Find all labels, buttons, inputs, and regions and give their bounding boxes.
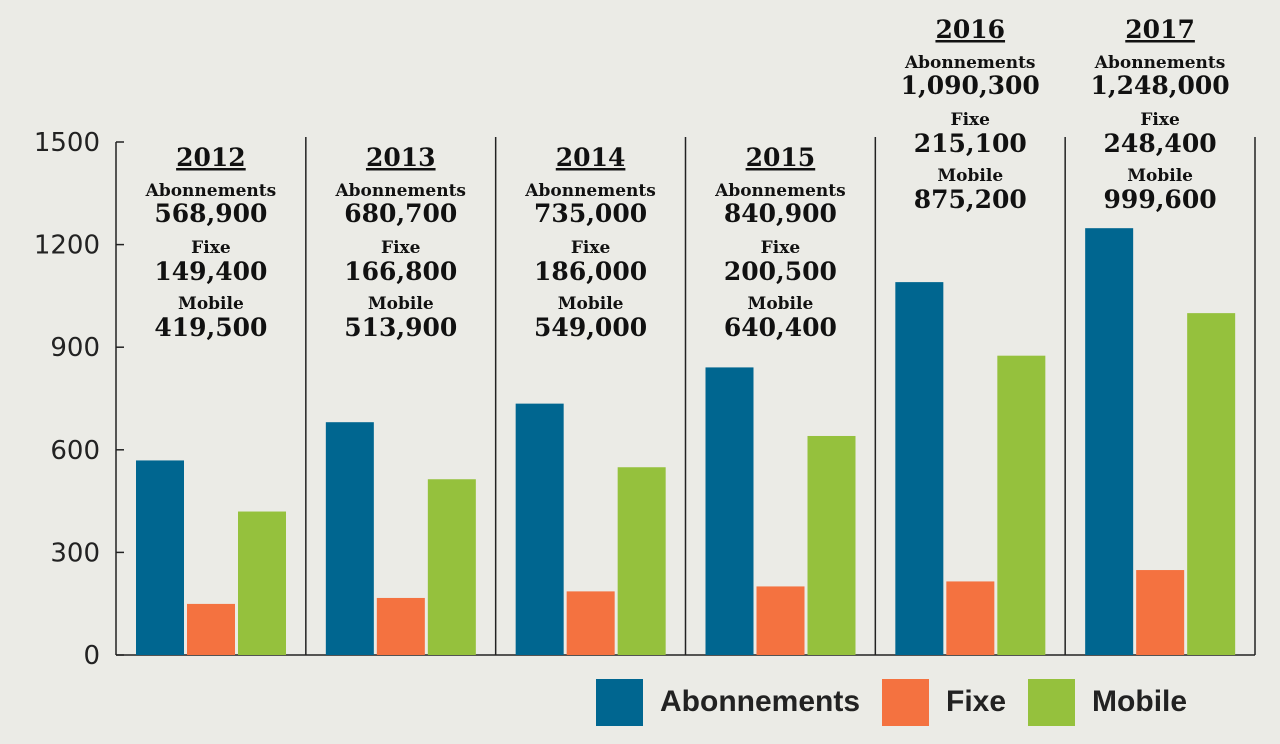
data-label-name: Mobile bbox=[368, 294, 434, 314]
data-label-name: Abonnements bbox=[334, 181, 466, 201]
data-label-name: Fixe bbox=[191, 238, 231, 258]
data-label-name: Abonnements bbox=[145, 181, 277, 201]
data-label-value: 248,400 bbox=[1104, 129, 1217, 158]
data-label-value: 549,000 bbox=[534, 313, 647, 342]
year-label-2013: 2013 bbox=[366, 143, 436, 172]
data-label-value: 513,900 bbox=[344, 313, 457, 342]
bar-mobile-2014 bbox=[617, 467, 666, 655]
data-label-value: 419,500 bbox=[154, 313, 267, 342]
legend-swatch-abonnements bbox=[596, 678, 643, 726]
year-label-2012: 2012 bbox=[176, 143, 246, 172]
data-label-value: 999,600 bbox=[1104, 185, 1217, 214]
data-label-value: 640,400 bbox=[724, 313, 837, 342]
legend-label-fixe: Fixe bbox=[946, 685, 1007, 718]
data-label-value: 840,900 bbox=[724, 199, 837, 228]
data-label-name: Fixe bbox=[951, 110, 991, 130]
legend-item-fixe: Fixe bbox=[882, 678, 1007, 726]
bar-abonnements-2015 bbox=[705, 367, 754, 655]
data-label-value: 1,248,000 bbox=[1090, 71, 1229, 100]
y-tick-label: 300 bbox=[50, 538, 100, 568]
data-label-name: Mobile bbox=[937, 166, 1003, 186]
data-label-value: 166,800 bbox=[344, 257, 457, 286]
y-tick-label: 1200 bbox=[34, 231, 100, 261]
bar-mobile-2015 bbox=[807, 435, 856, 655]
legend: Abonnements Fixe Mobile bbox=[596, 678, 1209, 726]
bar-fixe-2014 bbox=[566, 591, 615, 655]
year-label-2017: 2017 bbox=[1125, 15, 1195, 44]
bar-mobile-2016 bbox=[997, 355, 1046, 655]
y-tick-label: 600 bbox=[50, 436, 100, 466]
bar-fixe-2013 bbox=[376, 597, 425, 655]
data-label-value: 875,200 bbox=[914, 185, 1027, 214]
data-label-value: 735,000 bbox=[534, 199, 647, 228]
bar-abonnements-2014 bbox=[515, 403, 564, 655]
bar-fixe-2012 bbox=[187, 603, 235, 655]
data-label-name: Abonnements bbox=[714, 181, 846, 201]
y-tick-label: 900 bbox=[50, 333, 100, 363]
y-tick-label: 1500 bbox=[34, 128, 100, 158]
bar-abonnements-2017 bbox=[1085, 228, 1134, 655]
legend-label-abonnements: Abonnements bbox=[660, 685, 861, 718]
bar-fixe-2017 bbox=[1136, 570, 1185, 655]
data-label-name: Abonnements bbox=[904, 53, 1036, 73]
data-label-name: Abonnements bbox=[1094, 53, 1226, 73]
legend-item-abonnements: Abonnements bbox=[596, 678, 861, 726]
data-label-name: Fixe bbox=[1140, 110, 1180, 130]
data-label-value: 680,700 bbox=[344, 199, 457, 228]
data-label-name: Mobile bbox=[178, 294, 244, 314]
bar-abonnements-2016 bbox=[895, 282, 944, 655]
bar-mobile-2012 bbox=[238, 511, 286, 655]
data-label-value: 215,100 bbox=[914, 129, 1027, 158]
data-label-value: 186,000 bbox=[534, 257, 647, 286]
data-label-value: 200,500 bbox=[724, 257, 837, 286]
legend-swatch-mobile bbox=[1028, 678, 1076, 726]
bar-abonnements-2013 bbox=[325, 422, 374, 655]
data-label-value: 1,090,300 bbox=[901, 71, 1040, 100]
bar-fixe-2016 bbox=[946, 581, 995, 655]
data-label-name: Mobile bbox=[558, 294, 624, 314]
data-label-name: Fixe bbox=[571, 238, 611, 258]
year-label-2016: 2016 bbox=[935, 15, 1005, 44]
data-label-name: Mobile bbox=[1127, 166, 1193, 186]
data-label-name: Abonnements bbox=[524, 181, 656, 201]
bar-abonnements-2012 bbox=[136, 460, 184, 655]
data-label-name: Mobile bbox=[748, 294, 814, 314]
bar-fixe-2015 bbox=[756, 586, 805, 655]
data-label-value: 149,400 bbox=[154, 257, 267, 286]
legend-swatch-fixe bbox=[882, 678, 930, 726]
legend-item-mobile: Mobile bbox=[1028, 678, 1188, 726]
bar-mobile-2013 bbox=[427, 479, 476, 655]
data-label-name: Fixe bbox=[761, 238, 801, 258]
data-label-value: 568,900 bbox=[154, 199, 267, 228]
data-label-name: Fixe bbox=[381, 238, 421, 258]
year-label-2014: 2014 bbox=[556, 143, 626, 172]
bar-mobile-2017 bbox=[1187, 313, 1236, 655]
y-tick-label: 0 bbox=[83, 641, 100, 671]
year-label-2015: 2015 bbox=[746, 143, 816, 172]
legend-label-mobile: Mobile bbox=[1092, 685, 1188, 718]
